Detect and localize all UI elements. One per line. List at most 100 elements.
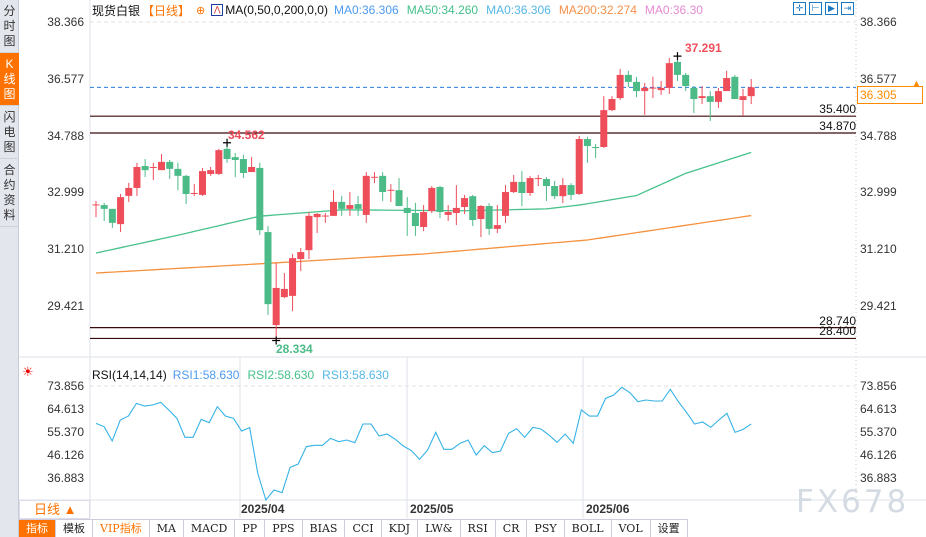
candle — [731, 74, 739, 100]
indicator-tab-pps[interactable]: PPS — [265, 520, 303, 537]
ma-chart-icon[interactable]: ⋀ — [211, 4, 224, 16]
local-high-label: 34.562 — [228, 128, 265, 142]
candle — [264, 226, 272, 315]
candle — [248, 157, 256, 173]
candle-body — [428, 187, 436, 212]
crosshair-icon[interactable]: ✛ — [793, 2, 806, 15]
indicator-tab-pp[interactable]: PP — [235, 520, 266, 537]
ma-params[interactable]: MA(0,50,0,200,0,0) — [225, 3, 328, 17]
price-axis-right-label: 29.421 — [860, 299, 897, 313]
candle-body — [600, 110, 608, 147]
candle — [133, 162, 141, 196]
candle-body — [624, 74, 632, 82]
price-axis-right-label: 34.788 — [860, 128, 897, 143]
candle-body — [362, 175, 370, 215]
play-icon[interactable]: ▶ — [825, 2, 838, 15]
period-label[interactable]: 【日线】 — [142, 3, 191, 18]
sidebar-tab-label: K线图 — [3, 57, 16, 101]
indicator-tab-vip指标[interactable]: VIP指标 — [93, 520, 150, 537]
indicator-tab-ma[interactable]: MA — [150, 520, 184, 537]
candle-body — [534, 178, 542, 180]
candle-body — [583, 139, 591, 147]
indicator-tab-bias[interactable]: BIAS — [303, 520, 346, 537]
candle — [207, 166, 215, 176]
price-axis-left-label: 31.210 — [47, 242, 84, 257]
sidebar-tab-kline[interactable]: K线图 — [0, 53, 19, 106]
indicator-tab-rsi[interactable]: RSI — [461, 520, 496, 537]
ma-value-1: MA50:34.260 — [406, 3, 479, 17]
zoom-range-icon[interactable]: ⊢ — [809, 2, 822, 15]
indicator-tab-cci[interactable]: CCI — [345, 520, 382, 537]
sidebar-tab-timeshare[interactable]: 分时图 — [0, 0, 19, 53]
price-axis-left-label: 36.577 — [47, 71, 84, 86]
candle-body — [223, 148, 231, 160]
date-axis-label: 2025/04 — [241, 502, 285, 516]
chart-toolbar: ✛ ⊢ ▶ ⇥ — [793, 2, 854, 15]
sidebar-tab-flash[interactable]: 闪电图 — [0, 106, 19, 159]
indicator-tab-boll[interactable]: BOLL — [565, 520, 612, 537]
sidebar-tab-label: 分时图 — [3, 4, 16, 48]
rsi-axis-left-label: 73.856 — [47, 379, 84, 393]
candle — [747, 79, 755, 105]
price-axis-left-label: 34.788 — [47, 128, 84, 143]
candle-body — [272, 287, 280, 326]
candle-body — [248, 166, 256, 173]
candle-body — [698, 96, 706, 99]
chart-header: 现货白银 【日线】 ⊕ ⋀ MA(0,50,0,200,0,0) MA0:36.… — [92, 3, 703, 18]
candle-body — [608, 99, 616, 111]
candle-body — [420, 212, 428, 227]
indicator-tab-psy[interactable]: PSY — [527, 520, 565, 537]
price-axis-right-label: 31.210 — [860, 242, 897, 257]
candle — [100, 202, 108, 221]
indicator-tab-vol[interactable]: VOL — [612, 520, 651, 537]
candle-body — [526, 178, 534, 194]
indicator-tab-macd[interactable]: MACD — [184, 520, 236, 537]
indicator-tab-指标[interactable]: 指标 — [19, 520, 56, 537]
rsi-legend-2: RSI3:58.630 — [322, 368, 389, 382]
candle — [346, 192, 354, 216]
candle-body — [690, 87, 698, 100]
candle — [289, 253, 297, 312]
exit-icon[interactable]: ⇥ — [841, 2, 854, 15]
candle — [338, 195, 346, 216]
indicator-tab-设置[interactable]: 设置 — [651, 520, 688, 537]
indicator-tab-kdj[interactable]: KDJ — [382, 520, 419, 537]
candle — [321, 213, 329, 223]
level-label: 28.740 — [819, 313, 856, 328]
candle-body — [559, 185, 567, 197]
candle — [272, 263, 280, 341]
candle-body — [370, 176, 378, 178]
indicator-tab-lw&[interactable]: LW& — [418, 520, 461, 537]
date-axis-label: 2025/06 — [586, 502, 630, 516]
candle — [493, 205, 501, 234]
candle-body — [657, 87, 665, 91]
candle — [624, 70, 632, 87]
level-label: 35.400 — [819, 102, 856, 117]
ma-value-0: MA0:36.306 — [333, 3, 399, 17]
candle-body — [673, 61, 681, 75]
candle-body — [502, 192, 509, 216]
candle-body — [665, 63, 673, 88]
level-label: 34.870 — [819, 118, 856, 133]
candle-body — [297, 252, 305, 260]
candle-body — [190, 193, 198, 195]
candle-body — [706, 96, 714, 102]
candle-body — [338, 201, 346, 209]
price-axis-right-label: 38.366 — [860, 15, 897, 29]
candle — [542, 177, 550, 201]
candle — [461, 194, 469, 214]
candle-body — [616, 74, 624, 99]
candle — [477, 205, 485, 238]
indicator-settings-icon[interactable]: ☀ — [22, 364, 34, 379]
extreme-marker-icon — [272, 336, 281, 345]
add-circle-icon[interactable]: ⊕ — [196, 4, 206, 17]
candle — [313, 213, 321, 234]
indicator-tab-cr[interactable]: CR — [496, 520, 528, 537]
period-select[interactable]: 日线 ▲ — [19, 500, 90, 519]
candle-body — [313, 213, 321, 218]
indicator-tab-模板[interactable]: 模板 — [56, 520, 93, 537]
candle — [158, 153, 166, 171]
sidebar-tab-contract-info[interactable]: 合约资料 — [0, 159, 19, 227]
candle — [682, 72, 690, 92]
